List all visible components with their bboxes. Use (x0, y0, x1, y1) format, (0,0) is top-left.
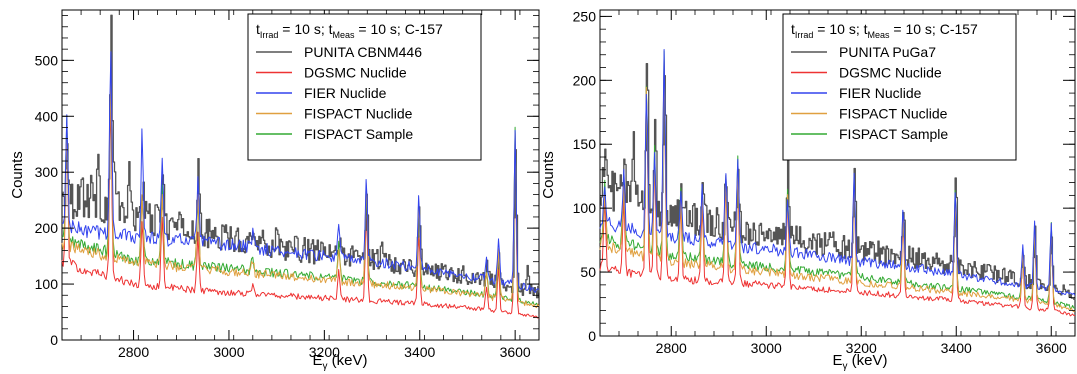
left-x-axis-label: Eγ (keV) (312, 352, 367, 372)
right-legend: tIrrad = 10 s; tMeas = 10 s; C-157 PUNIT… (782, 13, 1017, 161)
series-line-3 (61, 79, 540, 309)
left-y-axis-label: Counts (9, 151, 26, 199)
left-legend: tIrrad = 10 s; tMeas = 10 s; C-157 PUNIT… (247, 13, 482, 161)
legend-label: FIER Nuclide (304, 85, 387, 101)
right-legend-items: PUNITA PuGa7 DGSMC Nuclide FIER Nuclide FIS… (791, 44, 948, 142)
y-tick-label: 0 (50, 332, 58, 348)
series-line-2 (61, 51, 540, 293)
legend-label: FIER Nuclide (839, 85, 922, 101)
series-line-2 (599, 49, 1076, 296)
left-x-axis: 2800 3000 3200 3400 3600 (61, 10, 540, 360)
y-tick-label: 200 (573, 72, 597, 88)
y-tick-label: 500 (35, 52, 59, 68)
y-tick-label: 50 (580, 264, 596, 280)
series-line-4 (599, 50, 1076, 310)
legend-label: PUNITA CBNM446 (304, 44, 422, 60)
right-x-axis-label: Eγ (keV) (832, 352, 887, 372)
right-spectrum-panel: 2800 3000 3200 3400 3600 0 50 100 150 200 250 Cou… (540, 8, 1076, 372)
y-tick-label: 400 (35, 108, 59, 124)
series-line-3 (599, 62, 1076, 313)
x-tick-label: 3000 (751, 340, 782, 356)
x-tick-label: 3400 (941, 340, 972, 356)
x-tick-label: 3400 (404, 344, 435, 360)
legend-label: PUNITA PuGa7 (839, 44, 936, 60)
left-legend-items: PUNITA CBNM446 DGSMC Nuclide FIER Nuclide F… (256, 44, 422, 142)
right-legend-header: tIrrad = 10 s; tMeas = 10 s; C-157 (791, 21, 978, 40)
right-x-axis: 2800 3000 3200 3400 3600 (599, 10, 1076, 356)
left-legend-header: tIrrad = 10 s; tMeas = 10 s; C-157 (256, 21, 443, 40)
legend-label: FISPACT Nuclide (839, 106, 948, 122)
x-tick-label: 3600 (1036, 340, 1067, 356)
x-tick-label: 3200 (309, 344, 340, 360)
x-tick-label: 2800 (118, 344, 149, 360)
x-tick-label: 2800 (656, 340, 687, 356)
legend-label: FISPACT Sample (304, 126, 413, 142)
x-tick-label: 3000 (213, 344, 244, 360)
right-y-axis-label: Counts (540, 151, 557, 199)
y-tick-label: 0 (588, 328, 596, 344)
y-tick-label: 300 (35, 164, 59, 180)
x-tick-label: 3200 (846, 340, 877, 356)
y-tick-label: 100 (573, 200, 597, 216)
right-y-axis: 0 50 100 150 200 250 (573, 8, 1075, 344)
legend-label: DGSMC Nuclide (304, 65, 407, 81)
left-spectrum-panel: 2800 3000 3200 3400 3600 0 100 200 300 400 500 Co… (9, 9, 540, 372)
right-legend-box (782, 13, 1017, 161)
x-tick-label: 3600 (500, 344, 531, 360)
legend-label: FISPACT Nuclide (304, 106, 413, 122)
left-y-axis: 0 100 200 300 400 500 (35, 15, 539, 348)
right-series-lines (599, 49, 1076, 317)
legend-label: FISPACT Sample (839, 126, 948, 142)
left-series-lines (61, 14, 540, 319)
y-tick-label: 250 (573, 8, 597, 24)
series-line-1 (61, 98, 540, 319)
left-legend-box (247, 13, 482, 161)
left-plot-frame (61, 9, 540, 341)
legend-label: DGSMC Nuclide (839, 65, 942, 81)
y-tick-label: 200 (35, 220, 59, 236)
right-plot-frame (599, 9, 1076, 337)
y-tick-label: 100 (35, 276, 59, 292)
y-tick-label: 150 (573, 136, 597, 152)
